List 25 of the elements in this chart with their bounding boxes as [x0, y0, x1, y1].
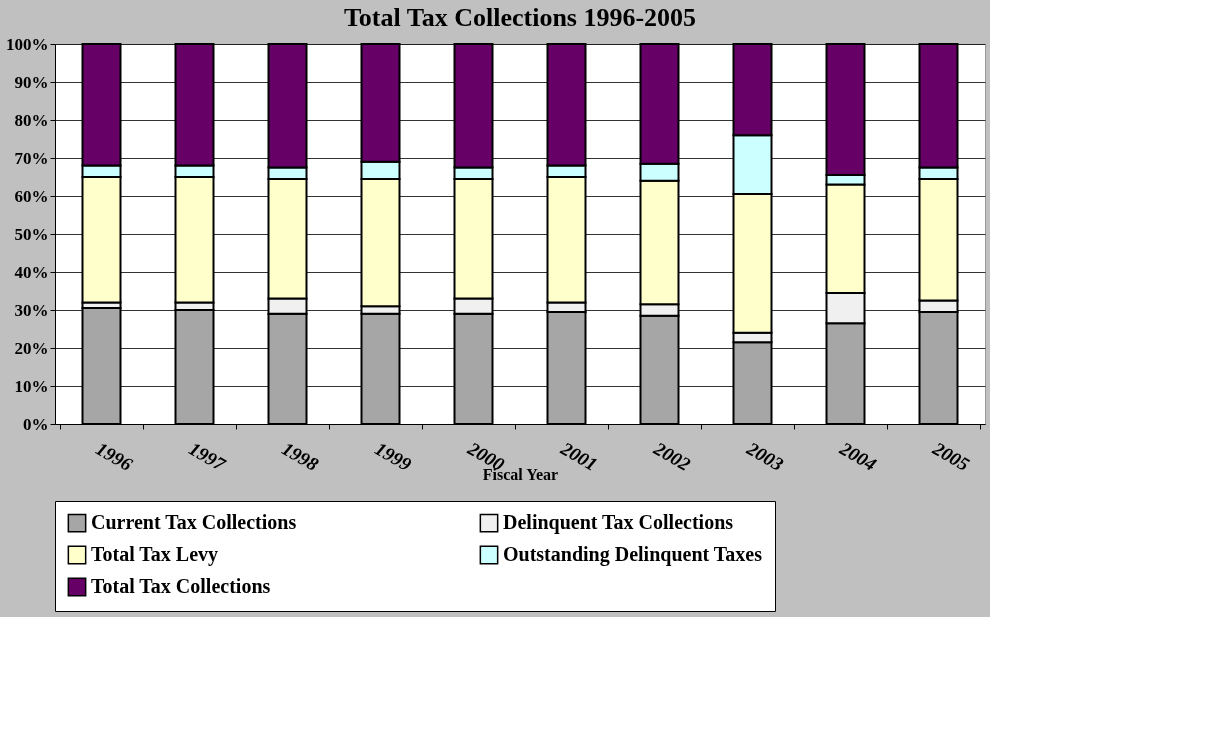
y-tick-label: 90%: [14, 72, 49, 92]
legend-label: Current Tax Collections: [91, 511, 297, 534]
y-tick-label: 20%: [14, 338, 49, 358]
legend-label: Outstanding Delinquent Taxes: [503, 543, 763, 566]
legend-label: Total Tax Collections: [91, 575, 271, 597]
y-tick-label: 50%: [14, 224, 49, 244]
y-tick-label: 80%: [14, 110, 49, 130]
x-tick-label: 1996: [92, 437, 137, 476]
legend-label: Delinquent Tax Collections: [503, 511, 734, 535]
y-tick-label: 30%: [14, 300, 49, 320]
y-tick-label: 10%: [14, 376, 49, 396]
legend-label: Total Tax Levy: [91, 543, 219, 566]
x-tick-label: 2004: [835, 437, 880, 475]
x-tick-label: 2005: [928, 437, 974, 476]
y-tick-label: 60%: [14, 186, 49, 206]
chart-title: Total Tax Collections 1996-2005: [343, 3, 697, 32]
y-tick-label: 0%: [23, 414, 49, 434]
x-tick-label: 2002: [649, 437, 695, 476]
x-tick-label: 1998: [278, 437, 323, 476]
x-tick-label: 2003: [742, 437, 787, 475]
y-tick-label: 40%: [14, 262, 49, 282]
x-tick-label: 1999: [371, 437, 416, 476]
y-tick-label: 70%: [14, 148, 49, 168]
y-tick-label: 100%: [6, 34, 49, 54]
x-tick-label: 1997: [185, 437, 231, 476]
